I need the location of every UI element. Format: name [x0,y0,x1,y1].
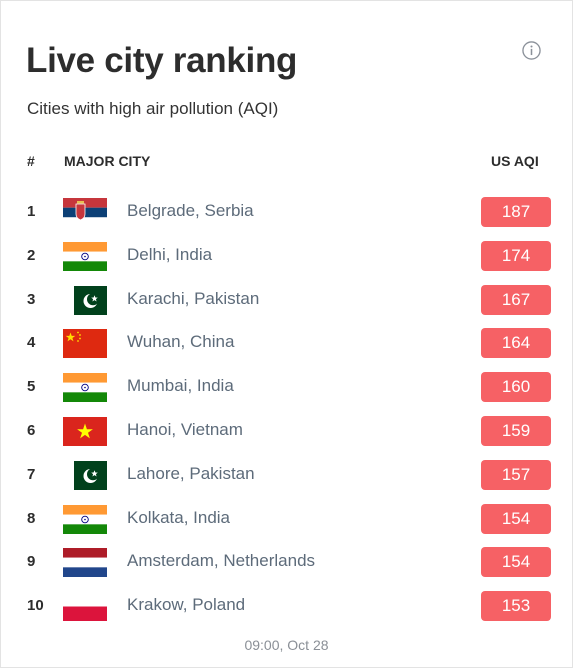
update-timestamp: 09:00, Oct 28 [244,637,329,653]
poland-flag-icon [63,592,107,622]
table-row[interactable]: 2 Delhi, India 174 [1,233,572,277]
rank-number: 6 [27,421,36,439]
rank-number: 7 [27,465,36,483]
city-column-header: MAJOR CITY [64,153,151,169]
serbia-flag-icon [63,198,107,227]
india-flag-icon [63,373,107,403]
pakistan-flag-icon [63,460,107,490]
rank-number: 1 [27,203,36,220]
aqi-badge: 154 [481,503,551,534]
city-link[interactable]: Kolkata, India [127,507,231,527]
city-link[interactable]: Karachi, Pakistan [127,288,260,308]
pakistan-flag-icon [63,285,107,315]
rank-number: 4 [27,334,36,352]
city-link[interactable]: Delhi, India [127,244,213,264]
city-link[interactable]: Krakow, Poland [127,595,246,615]
table-row[interactable]: 6 Hanoi, Vietnam 159 [1,408,572,452]
table-row[interactable]: 8 Kolkata, India 154 [1,496,572,540]
table-row[interactable]: 1 Belgrade, Serbia 187 [1,189,572,233]
aqi-badge: 160 [481,372,551,403]
rank-column-header: # [27,153,35,169]
city-link[interactable]: Belgrade, Serbia [127,201,254,220]
city-link[interactable]: Amsterdam, Netherlands [127,551,316,571]
table-row[interactable]: 10 Krakow, Poland 153 [1,583,572,627]
table-row[interactable]: 5 Mumbai, India 160 [1,364,572,408]
rank-number: 3 [27,290,36,308]
ranking-list: 1 Belgrade, Serbia 187 2 Delhi, India 17… [1,189,572,627]
rank-number: 5 [27,378,36,396]
india-flag-icon [63,241,107,271]
aqi-badge: 157 [481,459,551,490]
aqi-badge: 174 [481,240,551,271]
india-flag-icon [63,504,107,534]
rank-number: 9 [27,553,36,571]
aqi-badge: 153 [481,591,551,622]
aqi-badge: 167 [481,284,551,315]
aqi-badge: 159 [481,415,551,446]
china-flag-icon [63,329,107,359]
aqi-badge: 164 [481,328,551,359]
netherlands-flag-icon [63,548,107,578]
widget-subtitle: Cities with high air pollution (AQI) [27,99,279,118]
aqi-badge: 187 [481,197,551,227]
city-link[interactable]: Wuhan, China [127,332,235,352]
city-link[interactable]: Mumbai, India [127,376,234,396]
aqi-badge: 154 [481,547,551,578]
city-link[interactable]: Hanoi, Vietnam [127,419,243,439]
table-row[interactable]: 3 Karachi, Pakistan 167 [1,277,572,321]
table-row[interactable]: 7 Lahore, Pakistan 157 [1,452,572,496]
aqi-column-header: US AQI [491,153,539,169]
table-row[interactable]: 9 Amsterdam, Netherlands 154 [1,539,572,583]
vietnam-flag-icon [63,416,107,446]
rank-number: 8 [27,509,36,527]
rank-number: 2 [27,246,36,264]
rank-number: 10 [27,597,44,615]
info-icon[interactable] [522,41,541,60]
table-row[interactable]: 4 Wuhan, China 164 [1,320,572,364]
city-link[interactable]: Lahore, Pakistan [127,463,255,483]
widget-title: Live city ranking [26,41,298,80]
